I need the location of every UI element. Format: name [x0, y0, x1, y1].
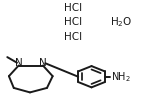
Text: H$_2$O: H$_2$O: [110, 15, 133, 29]
Text: HCl: HCl: [64, 32, 82, 42]
Text: N: N: [15, 58, 23, 68]
Text: NH$_2$: NH$_2$: [110, 70, 130, 84]
Text: N: N: [39, 58, 47, 68]
Text: HCl: HCl: [64, 17, 82, 27]
Text: HCl: HCl: [64, 3, 82, 13]
